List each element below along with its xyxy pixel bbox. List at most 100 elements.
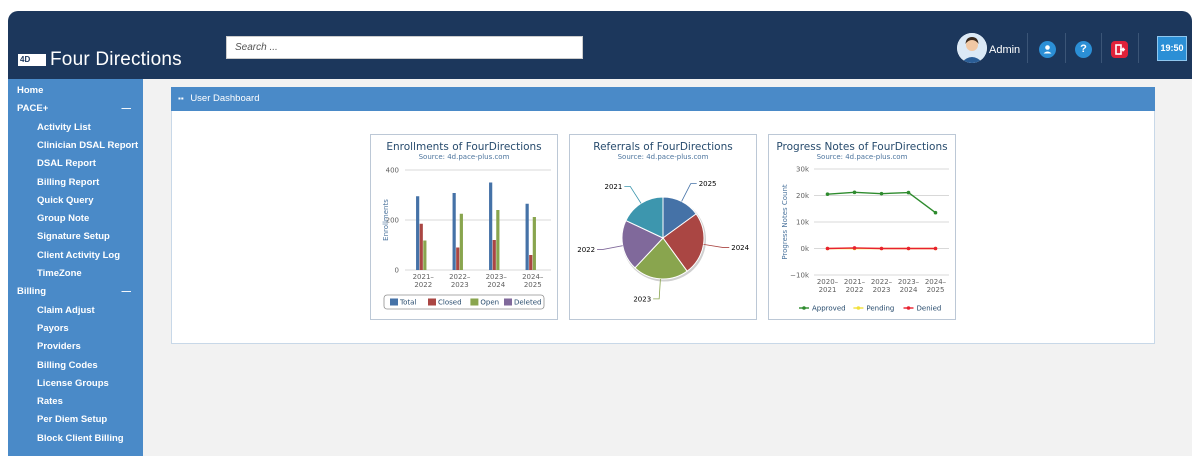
chart-title: Enrollments of FourDirections — [386, 141, 541, 153]
point-denied — [852, 246, 857, 250]
x-tick-label: 2024– — [925, 278, 947, 286]
sidebar-item-timezone[interactable]: TimeZone — [8, 265, 143, 283]
legend-swatch-closed — [428, 298, 436, 306]
pie-slice-2023 — [634, 237, 688, 280]
sidebar-item-payors[interactable]: Payors — [8, 320, 143, 338]
sidebar-item-label: DSAL Report — [37, 158, 96, 170]
sidebar-item-label: Billing Report — [37, 176, 100, 188]
sidebar-item-label: Claim Adjust — [37, 304, 95, 316]
x-tick-label: 2025 — [524, 281, 542, 289]
bar-total — [452, 193, 456, 270]
legend-item-closed: Closed — [438, 299, 462, 307]
sidebar-item-pace[interactable]: PACE+ — — [8, 100, 143, 118]
sidebar-item-activity-list[interactable]: Activity List — [8, 119, 143, 137]
y-tick-label: 10k — [796, 219, 810, 227]
sidebar-item-label: License Groups — [37, 377, 109, 389]
progress-notes-chart-card: Progress Notes of FourDirections Source: … — [768, 134, 956, 320]
sidebar-item-label: Home — [17, 85, 44, 96]
brand-name: Four Directions — [50, 49, 182, 70]
y-tick-label: 20k — [796, 192, 810, 200]
bar-total — [416, 196, 420, 270]
brand-logo[interactable]: 4D Four Directions — [18, 49, 182, 71]
sidebar-item-client-activity-log[interactable]: Client Activity Log — [8, 247, 143, 265]
logout-icon[interactable] — [1111, 41, 1128, 58]
avatar[interactable] — [957, 33, 987, 63]
dashboard-panel-header: ▪▪ User Dashboard — [171, 87, 1155, 111]
pie-connector — [653, 278, 661, 300]
x-tick-label: 2021 — [819, 286, 837, 294]
x-tick-label: 2023– — [486, 273, 508, 281]
pie-label-2024: 2024 — [731, 244, 749, 252]
sidebar-item-quick-query[interactable]: Quick Query — [8, 192, 143, 210]
point-denied — [879, 246, 884, 251]
legend-item-total: Total — [399, 299, 416, 307]
bar-closed — [419, 223, 423, 270]
sidebar-item-billing-report[interactable]: Billing Report — [8, 174, 143, 192]
sidebar-item-group-note[interactable]: Group Note — [8, 210, 143, 228]
pie-connector — [703, 244, 730, 248]
header-divider — [1027, 33, 1028, 63]
sidebar-item-label: Providers — [37, 341, 81, 353]
x-tick-label: 2025 — [927, 286, 945, 294]
pie-connector — [624, 186, 642, 204]
x-tick-label: 2022 — [414, 281, 432, 289]
sidebar-nav: Home PACE+ — Activity List Clinician DSAL Re… — [8, 79, 143, 456]
bar-total — [489, 182, 493, 270]
sidebar-item-block-client-billing[interactable]: Block Client Billing — [8, 430, 143, 448]
sidebar-item-providers[interactable]: Providers — [8, 338, 143, 356]
collapse-icon[interactable]: — — [121, 103, 132, 115]
header-divider — [1065, 33, 1066, 63]
sidebar-item-label: Activity List — [37, 121, 91, 133]
x-tick-label: 2021– — [844, 278, 866, 286]
x-tick-label: 2022 — [846, 286, 864, 294]
collapse-icon[interactable]: — — [121, 286, 132, 298]
sidebar-item-billing[interactable]: Billing — — [8, 283, 143, 301]
user-profile-icon[interactable] — [1039, 41, 1056, 58]
x-tick-label: 2023 — [451, 281, 469, 289]
x-tick-label: 2024– — [522, 273, 544, 281]
sidebar-item-signature-setup[interactable]: Signature Setup — [8, 228, 143, 246]
chart-title: Progress Notes of FourDirections — [776, 141, 947, 153]
sidebar-item-label: PACE+ — [17, 103, 49, 115]
pie-label-2021: 2021 — [604, 183, 622, 191]
bar-total — [525, 203, 529, 270]
top-header: 4D Four Directions Admin ? 19:50 — [8, 11, 1192, 79]
legend-item-denied: Denied — [917, 305, 942, 313]
sidebar-item-clinician-dsal-report[interactable]: Clinician DSAL Report — [8, 137, 143, 155]
chart-title: Referrals of FourDirections — [593, 141, 732, 153]
legend-marker-denied — [906, 306, 911, 310]
pie-connector — [597, 245, 623, 250]
y-tick-label: 0k — [800, 245, 809, 253]
search-input[interactable] — [226, 36, 583, 59]
grid-icon: ▪▪ — [178, 94, 184, 103]
legend-swatch-open — [470, 298, 479, 306]
sidebar-item-label: Block Client Billing — [37, 432, 124, 444]
sidebar-item-label: Billing Codes — [37, 359, 98, 371]
sidebar-item-dsal-report[interactable]: DSAL Report — [8, 155, 143, 173]
user-name[interactable]: Admin — [989, 44, 1021, 56]
sidebar-item-billing-codes[interactable]: Billing Codes — [8, 357, 143, 375]
sidebar-item-license-groups[interactable]: License Groups — [8, 375, 143, 393]
legend-marker-approved — [802, 306, 806, 310]
legend-swatch-deleted — [504, 298, 512, 306]
brand-mark: 4D — [18, 54, 46, 66]
sidebar-item-per-diem-setup[interactable]: Per Diem Setup — [8, 411, 143, 429]
pie-connector — [681, 183, 697, 202]
sidebar-item-rates[interactable]: Rates — [8, 393, 143, 411]
help-icon[interactable]: ? — [1075, 41, 1092, 58]
header-divider — [1101, 33, 1102, 63]
legend-marker-pending — [856, 306, 861, 310]
x-tick-label: 2022– — [449, 273, 471, 281]
sidebar-item-label: Quick Query — [37, 194, 94, 206]
sidebar-item-label: Payors — [37, 322, 69, 334]
y-axis-title: Progress Notes Count — [781, 184, 789, 260]
legend-swatch-total — [390, 298, 398, 306]
sidebar-item-home[interactable]: Home — [8, 82, 143, 100]
y-tick-label: 400 — [386, 167, 399, 175]
bar-closed — [456, 247, 460, 270]
sidebar-item-label: Group Note — [37, 213, 90, 225]
chart-subtitle: Source: 4d.pace-plus.com — [618, 153, 709, 161]
referrals-chart-card: Referrals of FourDirections Source: 4d.pa… — [569, 134, 757, 320]
sidebar-item-claim-adjust[interactable]: Claim Adjust — [8, 302, 143, 320]
